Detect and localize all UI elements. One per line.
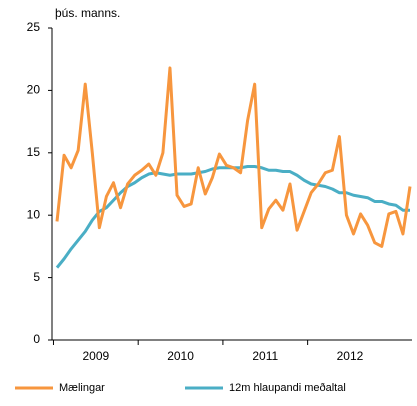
y-tick-label: 25 xyxy=(27,20,41,34)
legend-label: 12m hlaupandi meðaltal xyxy=(229,382,346,394)
y-tick-label: 0 xyxy=(33,332,40,346)
series-line xyxy=(55,66,412,248)
x-tick-label: 2010 xyxy=(167,349,194,363)
y-tick-label: 20 xyxy=(27,83,41,97)
y-axis-label: þús. manns. xyxy=(55,6,120,20)
y-tick-label: 10 xyxy=(27,207,41,221)
y-tick-label: 15 xyxy=(27,145,41,159)
y-tick-label: 5 xyxy=(33,270,40,284)
series-line xyxy=(55,165,410,269)
legend-label: Mælingar xyxy=(59,382,105,394)
x-tick-label: 2011 xyxy=(252,349,278,363)
x-tick-label: 2009 xyxy=(82,349,109,363)
x-tick-label: 2012 xyxy=(337,349,364,363)
